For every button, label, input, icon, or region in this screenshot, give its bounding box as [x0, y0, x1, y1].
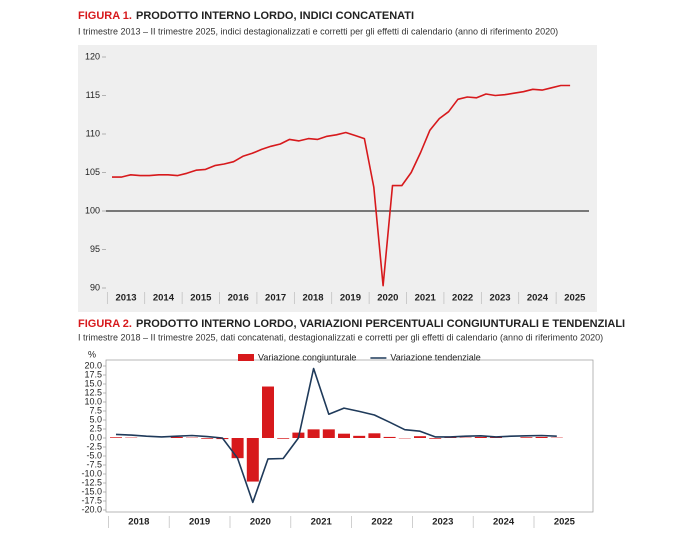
bar	[383, 436, 396, 438]
bar	[474, 436, 487, 438]
x-tick-label: 2018	[128, 517, 149, 528]
x-tick-label: 2020	[377, 293, 398, 304]
x-tick-label: 2023	[432, 517, 453, 528]
y-tick-label: 115	[86, 90, 100, 100]
x-tick-label: 2019	[340, 293, 361, 304]
y-tick-label: 120	[85, 51, 100, 61]
legend-swatch	[238, 354, 254, 361]
x-tick-label: 2021	[415, 293, 437, 304]
bar	[307, 429, 320, 438]
data-line	[112, 84, 571, 287]
bar	[231, 438, 244, 459]
y-tick-label: 12.5	[84, 387, 102, 397]
x-tick-label: 2022	[452, 293, 473, 304]
bar	[429, 438, 442, 439]
bar	[201, 438, 214, 439]
bar	[170, 436, 183, 438]
y-tick-label: 105	[85, 167, 100, 177]
bar	[322, 429, 335, 438]
y-tick-label: 90	[90, 282, 100, 292]
x-tick-label: 2024	[527, 293, 549, 304]
chart-title: FIGURA 2. PRODOTTO INTERNO LORDO, VARIAZI…	[78, 318, 625, 330]
bar	[414, 436, 426, 438]
legend-label: Variazione tendenziale	[390, 352, 480, 362]
y-tick-label: 20.0	[84, 360, 102, 370]
y-tick-label: 110	[86, 128, 100, 138]
x-tick-label: 2025	[564, 293, 586, 304]
bar	[353, 435, 366, 438]
y-tick-label: -17.5	[81, 495, 102, 505]
bar	[368, 433, 381, 438]
x-tick-label: 2025	[554, 517, 576, 528]
title-text: PRODOTTO INTERNO LORDO, INDICI CONCATENA…	[136, 10, 414, 22]
x-tick-label: 2013	[115, 293, 136, 304]
figure-label: FIGURA 2.	[78, 318, 132, 330]
y-axis-label: %	[88, 349, 96, 359]
bar	[535, 436, 548, 438]
chart-subtitle: I trimestre 2018 – II trimestre 2025, da…	[78, 332, 603, 342]
y-tick-label: -15.0	[81, 486, 102, 496]
legend-label: Variazione congiunturale	[258, 352, 356, 362]
x-tick-label: 2019	[189, 517, 210, 528]
x-tick-label: 2015	[190, 293, 212, 304]
y-tick-label: -5.0	[86, 450, 102, 460]
bar	[110, 437, 122, 438]
y-tick-label: 15.0	[84, 378, 102, 388]
plot-area	[78, 45, 597, 312]
x-tick-label: 2024	[493, 517, 515, 528]
x-tick-label: 2022	[371, 517, 392, 528]
y-tick-label: -7.5	[86, 459, 102, 469]
x-tick-label: 2018	[302, 293, 323, 304]
title-text: PRODOTTO INTERNO LORDO, VARIAZIONI PERCE…	[136, 318, 625, 330]
data-line	[115, 367, 557, 504]
y-tick-label: 5.0	[89, 414, 102, 424]
figure-label: FIGURA 1.	[78, 10, 132, 22]
y-tick-label: 100	[85, 205, 100, 215]
y-tick-label: -20.0	[81, 504, 102, 514]
bar	[338, 433, 350, 438]
x-tick-label: 2016	[228, 293, 249, 304]
bar	[520, 437, 533, 438]
y-tick-label: -10.0	[81, 468, 102, 478]
x-tick-label: 2023	[489, 293, 510, 304]
chart-title: FIGURA 1. PRODOTTO INTERNO LORDO, INDICI …	[78, 10, 414, 22]
y-tick-label: 2.5	[89, 423, 102, 433]
y-tick-label: -12.5	[81, 477, 102, 487]
bar	[246, 438, 259, 482]
bar	[262, 386, 274, 438]
y-tick-label: -2.5	[86, 441, 102, 451]
chart-subtitle: I trimestre 2013 – II trimestre 2025, in…	[78, 26, 558, 36]
y-tick-label: 10.0	[84, 396, 102, 406]
x-tick-label: 2021	[311, 517, 333, 528]
bar	[277, 438, 290, 439]
y-tick-label: 17.5	[84, 369, 102, 379]
y-tick-label: 95	[90, 244, 100, 254]
x-tick-label: 2014	[153, 293, 175, 304]
x-tick-label: 2020	[250, 517, 271, 528]
y-tick-label: 0.0	[89, 432, 102, 442]
x-tick-label: 2017	[265, 293, 286, 304]
y-tick-label: 7.5	[89, 405, 102, 415]
